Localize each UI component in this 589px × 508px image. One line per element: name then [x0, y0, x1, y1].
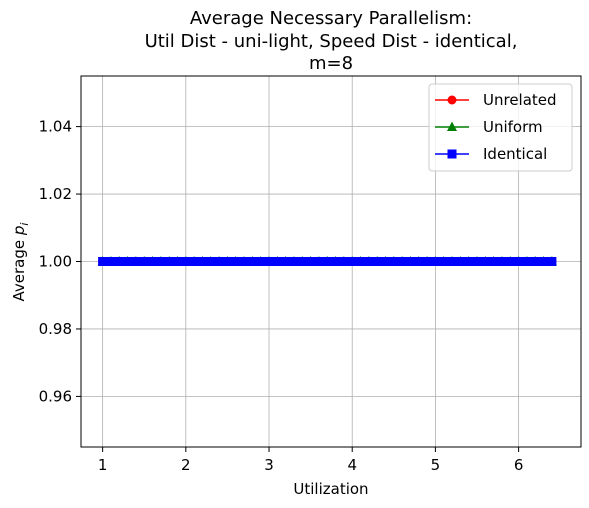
data-point	[356, 257, 366, 266]
data-point	[539, 257, 549, 266]
data-point	[289, 257, 299, 266]
data-point	[464, 257, 474, 266]
data-point	[297, 257, 307, 266]
legend: Unrelated Uniform Identical	[428, 83, 573, 172]
data-point	[439, 257, 449, 266]
legend-label: Identical	[483, 145, 547, 163]
data-point	[272, 257, 282, 266]
y-axis-label-prefix: Average	[10, 235, 28, 301]
data-point	[414, 257, 424, 266]
chart-title-line-2: Util Dist - uni-light, Speed Dist - iden…	[145, 31, 518, 52]
data-point	[197, 257, 207, 266]
data-point	[214, 257, 224, 266]
data-point	[314, 257, 324, 266]
data-point	[98, 257, 108, 266]
legend-box	[428, 83, 573, 172]
chart-title-line-3: m=8	[309, 53, 353, 74]
y-axis-label: Average pi	[10, 223, 31, 302]
data-point	[430, 257, 440, 266]
data-point	[206, 257, 216, 266]
data-point	[322, 257, 332, 266]
data-point	[106, 257, 116, 266]
data-point	[347, 257, 357, 266]
legend-item-unrelated: Unrelated	[435, 91, 557, 109]
y-tick-label: 0.98	[39, 320, 72, 338]
data-point	[123, 257, 133, 266]
data-point	[522, 257, 532, 266]
data-point	[264, 257, 274, 266]
data-point	[256, 257, 266, 266]
data-point	[131, 257, 141, 266]
data-point	[239, 257, 249, 266]
data-point	[331, 257, 341, 266]
legend-item-identical: Identical	[435, 145, 547, 163]
data-point	[372, 257, 382, 266]
x-tick-label: 2	[181, 456, 191, 474]
data-point	[530, 257, 540, 266]
plot-series	[97, 256, 557, 266]
chart-title: Average Necessary Parallelism: Util Dist…	[145, 8, 518, 74]
y-tick-label: 1.04	[39, 118, 72, 136]
data-point	[514, 257, 524, 266]
data-point	[222, 257, 232, 266]
data-point	[306, 257, 316, 266]
legend-marker	[447, 149, 457, 159]
data-point	[281, 257, 291, 266]
data-point	[397, 257, 407, 266]
data-point	[480, 257, 490, 266]
legend-label: Unrelated	[483, 91, 557, 109]
data-point	[231, 257, 241, 266]
data-point	[505, 257, 515, 266]
data-point	[189, 257, 199, 266]
data-point	[380, 257, 390, 266]
legend-label: Uniform	[483, 118, 543, 136]
y-tick-label: 0.96	[39, 387, 72, 405]
data-point	[497, 257, 507, 266]
x-axis-label: Utilization	[293, 480, 368, 498]
y-axis-label-variable: p	[10, 226, 28, 237]
data-point	[156, 257, 166, 266]
data-point	[114, 257, 124, 266]
data-point	[164, 257, 174, 266]
data-point	[455, 257, 465, 266]
data-point	[364, 257, 374, 266]
x-tick-label: 1	[98, 456, 108, 474]
data-point	[339, 257, 349, 266]
data-point	[547, 257, 557, 266]
x-tick-label: 6	[514, 456, 524, 474]
axis-ticks: 1 2 3 4 5 6 0.96 0.98 1.00 1.02 1.04	[39, 118, 524, 474]
data-point	[247, 257, 257, 266]
series-identical	[98, 257, 557, 266]
legend-marker	[447, 95, 457, 105]
data-point	[148, 257, 158, 266]
data-point	[173, 257, 183, 266]
plot-area-frame	[80, 75, 582, 448]
data-point	[472, 257, 482, 266]
data-point	[447, 257, 457, 266]
legend-item-uniform: Uniform	[435, 118, 543, 136]
x-tick-label: 4	[347, 456, 357, 474]
x-tick-label: 3	[264, 456, 274, 474]
x-tick-label: 5	[431, 456, 441, 474]
chart-title-line-1: Average Necessary Parallelism:	[190, 8, 472, 29]
data-point	[489, 257, 499, 266]
y-axis-label-subscript: i	[18, 223, 31, 226]
data-point	[139, 257, 149, 266]
y-tick-label: 1.02	[39, 185, 72, 203]
legend-items: Unrelated Uniform Identical	[435, 91, 557, 163]
data-point	[181, 257, 191, 266]
data-point	[389, 257, 399, 266]
data-point	[422, 257, 432, 266]
legend-marker	[447, 121, 457, 131]
y-tick-label: 1.00	[39, 253, 72, 271]
data-point	[405, 257, 415, 266]
